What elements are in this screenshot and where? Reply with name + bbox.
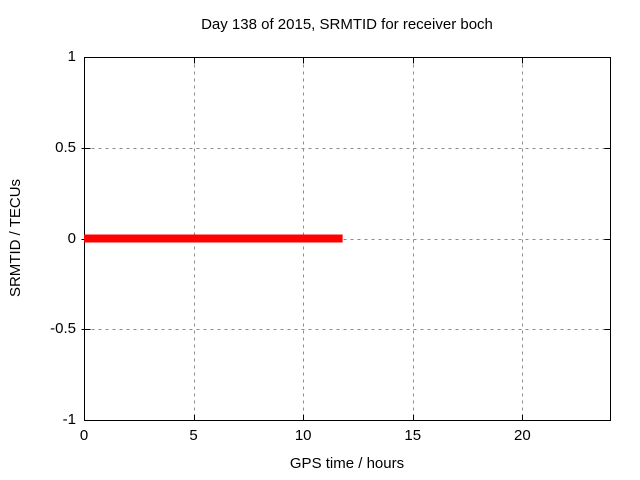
x-tick-label: 10 <box>294 427 312 444</box>
x-tick-label: 20 <box>513 427 531 444</box>
x-axis-label: GPS time / hours <box>289 455 405 472</box>
x-tick-label: 15 <box>404 427 422 444</box>
y-tick-label: 1 <box>67 48 76 65</box>
y-tick-label: -1 <box>62 411 76 428</box>
x-tick-label: 5 <box>189 427 198 444</box>
y-tick-label: 0 <box>67 229 76 247</box>
chart-title: Day 138 of 2015, SRMTID for receiver boc… <box>201 16 493 33</box>
y-tick-label: -0.5 <box>50 320 76 338</box>
y-tick-label: 0.5 <box>55 138 76 156</box>
x-tick-label: 0 <box>79 427 89 444</box>
